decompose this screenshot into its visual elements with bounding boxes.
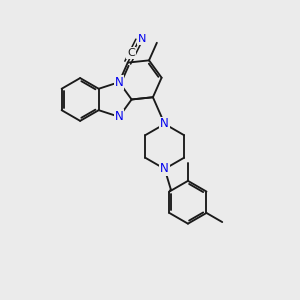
Text: N: N <box>115 110 123 123</box>
Text: N: N <box>115 76 123 89</box>
Text: N: N <box>160 162 169 176</box>
Text: C: C <box>127 48 135 58</box>
Text: N: N <box>160 118 169 130</box>
Text: N: N <box>137 34 146 44</box>
